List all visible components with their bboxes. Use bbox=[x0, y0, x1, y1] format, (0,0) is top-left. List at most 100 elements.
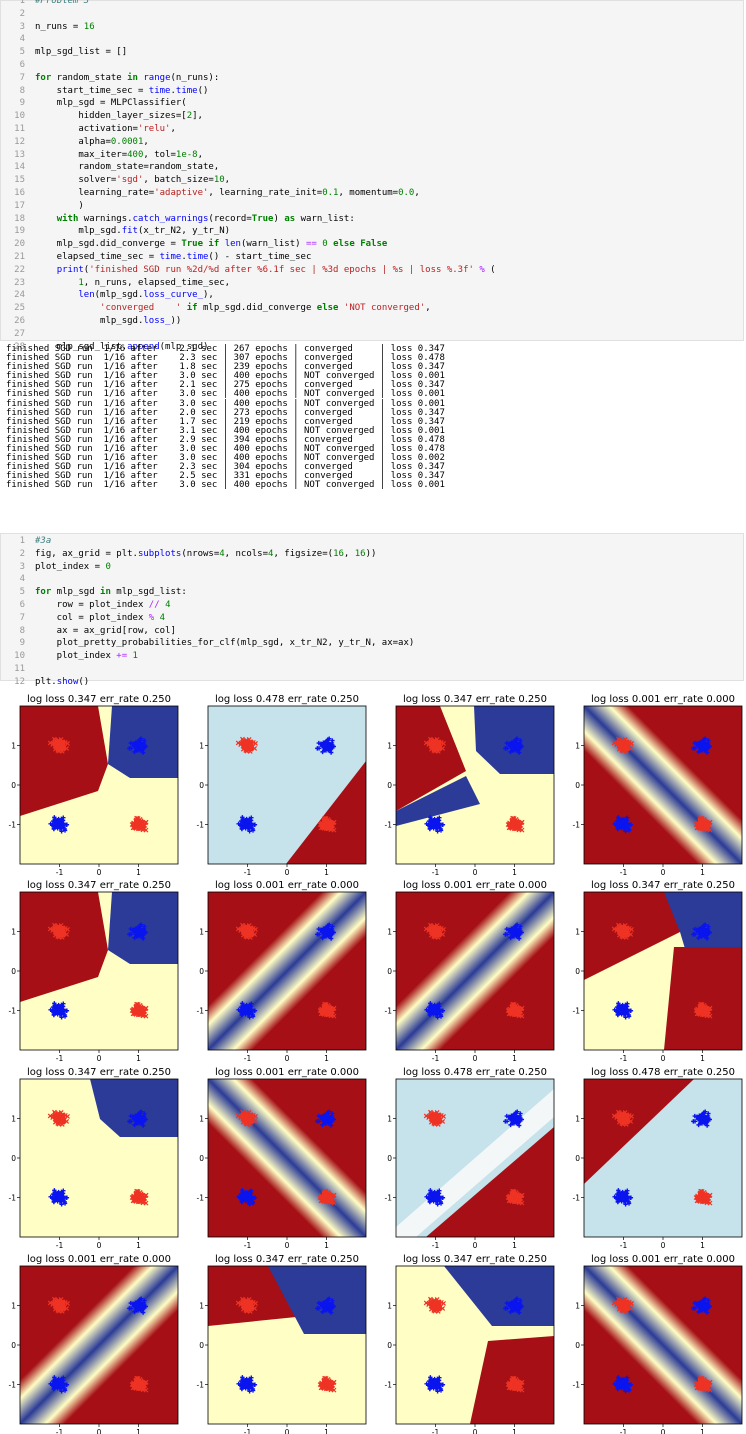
code-line: 4 bbox=[1, 33, 743, 46]
output-line: finished SGD run 1/16 after 2.5 sec | 33… bbox=[6, 471, 445, 482]
blue-point bbox=[320, 1116, 326, 1121]
y-tick-label: 0 bbox=[11, 781, 16, 790]
blue-point bbox=[616, 1001, 621, 1006]
red-point bbox=[244, 746, 250, 752]
red-point bbox=[243, 1110, 249, 1116]
blue-point bbox=[432, 820, 438, 826]
red-point bbox=[249, 1119, 254, 1124]
output-line: finished SGD run 1/16 after 3.0 sec | 40… bbox=[6, 398, 445, 409]
blue-point bbox=[508, 929, 514, 934]
red-point bbox=[437, 746, 442, 751]
red-point bbox=[511, 826, 517, 831]
x-tick-label: 0 bbox=[97, 1241, 102, 1250]
code-cell-problem-3[interactable]: 1 #Problem 3 2 3 n_runs = 16 4 5 mlp_sgd_list =… bbox=[0, 0, 744, 352]
decision-region bbox=[444, 1266, 554, 1326]
x-tick-label: 0 bbox=[97, 1054, 102, 1063]
panel-title: log loss 0.347 err_rate 0.250 bbox=[215, 1254, 359, 1265]
blue-point bbox=[700, 1300, 705, 1306]
blue-point bbox=[320, 1303, 326, 1308]
blue-point bbox=[515, 1117, 521, 1123]
y-tick-label: 1 bbox=[199, 742, 204, 751]
blue-point bbox=[60, 1378, 66, 1383]
blue-point bbox=[427, 826, 433, 831]
line-number: 12 bbox=[14, 676, 25, 687]
blue-point bbox=[139, 744, 145, 750]
code-cell-3a[interactable]: 1 #3a 2 fig, ax_grid = plt.subplots(nrows=4… bbox=[0, 533, 744, 687]
blue-point bbox=[623, 829, 628, 834]
blue-point bbox=[432, 1193, 438, 1199]
red-point bbox=[516, 827, 522, 833]
blue-point bbox=[428, 1194, 434, 1200]
red-point bbox=[619, 737, 625, 743]
blue-point bbox=[139, 930, 145, 936]
probability-panel: log loss 0.347 err_rate 0.250-1 0 110-1 bbox=[9, 1067, 179, 1250]
line-number: 8 bbox=[19, 625, 25, 636]
line-number: 22 bbox=[14, 264, 25, 275]
blue-point bbox=[620, 820, 626, 826]
decision-region bbox=[268, 1266, 366, 1334]
red-point bbox=[243, 923, 249, 929]
blue-point bbox=[240, 821, 246, 827]
blue-point bbox=[59, 1202, 64, 1207]
code-line: 5 for mlp_sgd in mlp_sgd_list: bbox=[1, 586, 743, 599]
blue-point bbox=[424, 1007, 429, 1012]
y-tick-label: 0 bbox=[11, 967, 16, 976]
y-tick-label: 0 bbox=[199, 1341, 204, 1350]
blue-point bbox=[432, 1006, 438, 1012]
probability-panel: log loss 0.001 err_rate 0.000-1 0 110-1 bbox=[197, 880, 367, 1063]
output-line: finished SGD run 1/16 after 2.1 sec | 26… bbox=[6, 344, 445, 354]
red-point bbox=[323, 1386, 329, 1391]
red-point bbox=[238, 928, 244, 933]
probability-panel: log loss 0.347 err_rate 0.250-1 0 110-1 bbox=[197, 1254, 367, 1434]
blue-point bbox=[508, 935, 513, 941]
decision-region bbox=[108, 706, 178, 778]
code-line: 11 bbox=[1, 663, 743, 676]
x-tick-label: -1 bbox=[432, 868, 440, 877]
blue-point bbox=[137, 737, 142, 742]
code-text: plot_index = 0 bbox=[35, 561, 111, 572]
blue-point bbox=[503, 932, 508, 937]
x-tick-label: -1 bbox=[432, 1241, 440, 1250]
blue-point bbox=[135, 1307, 140, 1312]
y-tick-label: 1 bbox=[11, 742, 16, 751]
line-number: 3 bbox=[19, 561, 25, 572]
red-point bbox=[60, 925, 66, 931]
red-point bbox=[697, 821, 703, 827]
red-point bbox=[248, 739, 254, 745]
y-tick-label: -1 bbox=[573, 1007, 581, 1016]
red-point bbox=[55, 1297, 61, 1303]
code-text: max_iter=400, tol=1e-8, bbox=[35, 149, 204, 160]
blue-point bbox=[503, 746, 508, 751]
blue-point bbox=[323, 933, 328, 938]
x-tick-label: 0 bbox=[285, 1054, 290, 1063]
y-tick-label: 1 bbox=[387, 928, 392, 937]
red-point bbox=[137, 1193, 143, 1199]
x-tick-label: -1 bbox=[244, 1054, 252, 1063]
red-point bbox=[129, 1195, 135, 1201]
blue-point bbox=[324, 1300, 329, 1306]
x-tick-label: -1 bbox=[620, 1241, 628, 1250]
y-tick-label: -1 bbox=[197, 1381, 205, 1390]
red-point bbox=[317, 1008, 323, 1014]
y-tick-label: 1 bbox=[199, 1115, 204, 1124]
blue-point bbox=[330, 1111, 335, 1116]
red-point bbox=[625, 1306, 630, 1311]
y-tick-label: 0 bbox=[575, 1154, 580, 1163]
red-point bbox=[701, 1193, 707, 1199]
output-line: finished SGD run 1/16 after 3.1 sec | 40… bbox=[6, 425, 445, 436]
red-point bbox=[238, 1302, 244, 1307]
red-point bbox=[135, 826, 141, 831]
x-tick-label: -1 bbox=[620, 1054, 628, 1063]
blue-point bbox=[248, 1191, 254, 1196]
code-line: 24 len(mlp_sgd.loss_curve_), bbox=[1, 289, 743, 302]
blue-point bbox=[703, 744, 709, 750]
blue-point bbox=[59, 829, 64, 834]
blue-point bbox=[325, 737, 330, 742]
blue-point bbox=[252, 1382, 258, 1387]
blue-point bbox=[132, 1122, 137, 1128]
line-number: 8 bbox=[19, 85, 25, 96]
x-tick-label: 1 bbox=[512, 1241, 517, 1250]
blue-point bbox=[315, 746, 320, 751]
red-point bbox=[699, 826, 705, 831]
x-tick-label: 0 bbox=[285, 868, 290, 877]
